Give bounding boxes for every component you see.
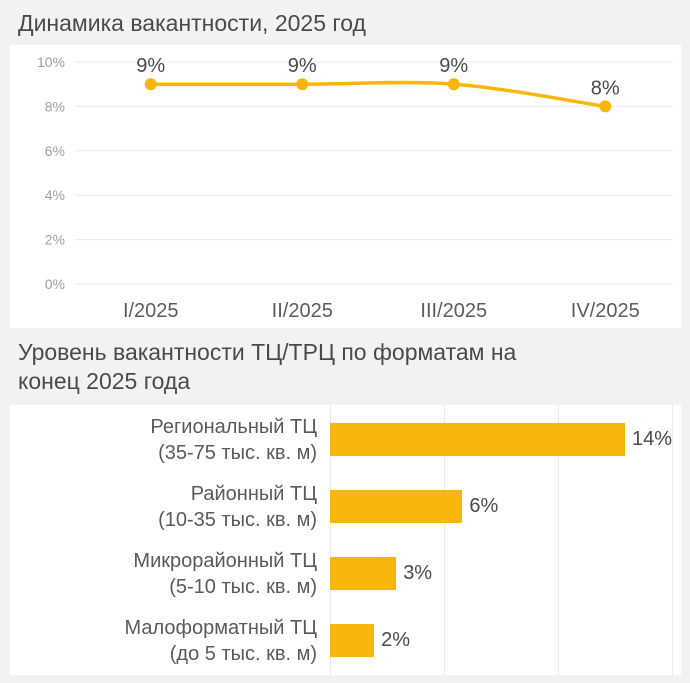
bar-category-label-line: Региональный ТЦ — [150, 415, 317, 438]
bar-row: Микрорайонный ТЦ (5-10 тыс. кв. м) 3% — [10, 540, 681, 607]
x-axis-tick-label: IV/2025 — [571, 300, 640, 322]
y-axis-tick-label: 4% — [45, 187, 65, 203]
bar-chart-title-line1: Уровень вакантности ТЦ/ТРЦ по форматам н… — [18, 339, 517, 365]
bar-category-label-line: Малоформатный ТЦ — [124, 616, 317, 639]
bar-chart-gridlines — [330, 405, 673, 675]
bar — [330, 423, 625, 456]
data-point-label: 9% — [288, 55, 317, 77]
bar-category-label: Малоформатный ТЦ (до 5 тыс. кв. м) — [10, 615, 330, 667]
bar-chart-title: Уровень вакантности ТЦ/ТРЦ по форматам н… — [0, 332, 690, 396]
data-point-label: 8% — [591, 77, 620, 99]
vacancy-line-series — [149, 80, 607, 109]
y-axis-tick-label: 6% — [45, 143, 65, 159]
data-point-label: 9% — [136, 55, 165, 77]
bar-track: 2% — [330, 624, 672, 657]
bar-track: 14% — [330, 423, 672, 456]
bar-category-label: Районный ТЦ (10-35 тыс. кв. м) — [10, 481, 330, 533]
bar-category-label-line: (10-35 тыс. кв. м) — [158, 508, 317, 531]
bar — [330, 624, 375, 657]
bar-row: Региональный ТЦ (35-75 тыс. кв. м) 14% — [10, 406, 681, 473]
bar-row: Малоформатный ТЦ (до 5 тыс. кв. м) 2% — [10, 607, 681, 674]
bar-chart-title-line2: конец 2025 года — [18, 368, 191, 394]
x-axis-tick-label: II/2025 — [272, 300, 333, 322]
bar-category-label-line: Районный ТЦ — [190, 482, 317, 505]
bar-row: Районный ТЦ (10-35 тыс. кв. м) 6% — [10, 473, 681, 540]
bar-category-label-line: Микрорайонный ТЦ — [133, 549, 317, 572]
bar-axis-line — [330, 405, 331, 675]
bar — [330, 557, 397, 590]
data-point-marker — [296, 78, 309, 91]
x-gridline — [672, 405, 673, 675]
bar-track: 6% — [330, 490, 672, 523]
bar-category-label-line: (35-75 тыс. кв. м) — [158, 441, 317, 464]
data-point-marker — [144, 78, 157, 91]
y-axis-tick-label: 0% — [45, 276, 65, 292]
bar-category-label-line: (5-10 тыс. кв. м) — [169, 575, 317, 598]
bar — [330, 490, 463, 523]
data-point-marker — [599, 100, 612, 113]
y-axis-tick-label: 10% — [37, 54, 65, 70]
bar-value-label: 14% — [631, 428, 672, 450]
line-chart-title: Динамика вакантности, 2025 год — [18, 10, 366, 36]
y-axis-tick-label: 2% — [45, 232, 65, 248]
data-point-label: 9% — [439, 55, 468, 77]
bar-chart-panel: Региональный ТЦ (35-75 тыс. кв. м) 14% Райо… — [10, 405, 681, 675]
bar-category-label: Микрорайонный ТЦ (5-10 тыс. кв. м) — [10, 548, 330, 600]
bar-value-label: 2% — [381, 629, 411, 651]
data-point-marker — [447, 78, 460, 91]
x-gridline — [443, 405, 445, 675]
x-axis-tick-label: I/2025 — [123, 300, 179, 322]
bar-category-label: Региональный ТЦ (35-75 тыс. кв. м) — [10, 414, 330, 466]
bar-track: 3% — [330, 557, 672, 590]
bar-value-label: 6% — [469, 495, 499, 517]
x-gridline — [558, 405, 559, 675]
vacancy-line-chart: 0% 2% 4% 6% 8% 10% 9% I/2025 9% II/2025 9% III/2025… — [37, 54, 673, 322]
x-axis-tick-label: III/2025 — [420, 300, 487, 322]
y-axis-tick-label: 8% — [45, 98, 65, 114]
bar-value-label: 3% — [403, 562, 433, 584]
vacancy-bar-chart: Региональный ТЦ (35-75 тыс. кв. м) 14% Райо… — [10, 406, 681, 674]
line-chart-panel: 0% 2% 4% 6% 8% 10% 9% I/2025 9% II/2025 9% III/2025… — [10, 45, 681, 328]
bar-category-label-line: (до 5 тыс. кв. м) — [169, 642, 317, 665]
